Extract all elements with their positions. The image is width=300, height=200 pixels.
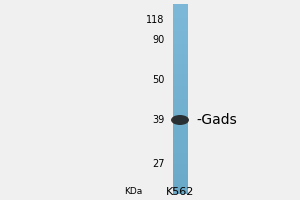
Text: 118: 118 xyxy=(146,15,164,25)
Text: 90: 90 xyxy=(152,35,164,45)
Ellipse shape xyxy=(171,115,189,125)
Text: -Gads: -Gads xyxy=(196,113,237,127)
Text: 50: 50 xyxy=(152,75,164,85)
Text: 39: 39 xyxy=(152,115,164,125)
Text: K562: K562 xyxy=(166,187,194,197)
Text: 27: 27 xyxy=(152,159,164,169)
Text: KDa: KDa xyxy=(124,188,142,196)
